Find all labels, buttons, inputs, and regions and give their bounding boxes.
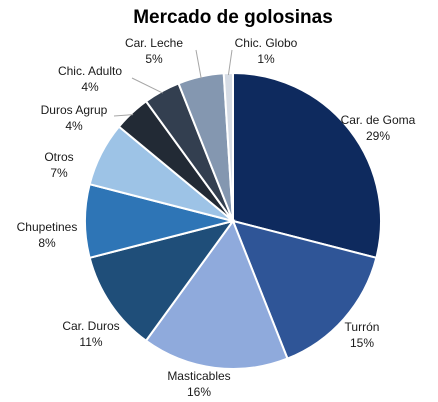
slice-car-de-goma bbox=[232, 71, 382, 260]
slice-name: Masticables bbox=[167, 369, 230, 383]
slice-name: Chic. Globo bbox=[235, 36, 298, 50]
leader-line-chic-globo bbox=[227, 49, 233, 76]
slice-labels: Car. de Goma 29% Turrón 15% Masticables 16% Ca… bbox=[17, 36, 416, 399]
slice-name: Duros Agrup bbox=[41, 103, 108, 117]
slice-name: Otros bbox=[44, 150, 73, 164]
slice-label-chupetines: Chupetines 8% bbox=[17, 220, 78, 250]
slice-name: Chic. Adulto bbox=[58, 64, 122, 78]
slice-label-masticables: Masticables 16% bbox=[167, 369, 230, 399]
leader-lines bbox=[113, 49, 233, 117]
slice-name: Chupetines bbox=[17, 220, 78, 234]
slice-percent: 7% bbox=[50, 166, 68, 180]
leader-line-car-leche bbox=[195, 49, 202, 79]
slice-label-car-duros: Car. Duros 11% bbox=[62, 319, 119, 349]
slice-percent: 1% bbox=[257, 52, 275, 66]
slice-label-car-de-goma: Car. de Goma 29% bbox=[341, 113, 416, 143]
leader-line-duros-agrup bbox=[113, 114, 134, 117]
slice-label-duros-agrup: Duros Agrup 4% bbox=[41, 103, 108, 133]
slice-name: Turrón bbox=[345, 320, 380, 334]
slice-turr-n bbox=[231, 219, 378, 360]
slice-label-otros: Otros 7% bbox=[44, 150, 73, 180]
slice-percent: 4% bbox=[81, 80, 99, 94]
slice-percent: 11% bbox=[79, 335, 102, 349]
slice-percent: 8% bbox=[38, 236, 56, 250]
slice-car-duros bbox=[88, 219, 236, 343]
slice-percent: 15% bbox=[350, 336, 374, 350]
slice-name: Car. Leche bbox=[125, 36, 183, 50]
leader-line-chic-adulto bbox=[131, 77, 163, 94]
slice-label-chic-globo: Chic. Globo 1% bbox=[235, 36, 298, 66]
slice-label-chic-adulto: Chic. Adulto 4% bbox=[58, 64, 122, 94]
slice-label-turr-n: Turrón 15% bbox=[345, 320, 380, 350]
slice-percent: 5% bbox=[145, 52, 163, 66]
slice-name: Car. Duros bbox=[62, 319, 119, 333]
slice-label-car-leche: Car. Leche 5% bbox=[125, 36, 183, 66]
slice-percent: 29% bbox=[366, 129, 390, 143]
slice-percent: 16% bbox=[187, 385, 211, 399]
slice-masticables bbox=[144, 218, 289, 370]
slice-name: Car. de Goma bbox=[341, 113, 416, 127]
slice-percent: 4% bbox=[65, 119, 83, 133]
pie-slices bbox=[83, 71, 382, 370]
chart-title: Mercado de golosinas bbox=[133, 7, 333, 28]
